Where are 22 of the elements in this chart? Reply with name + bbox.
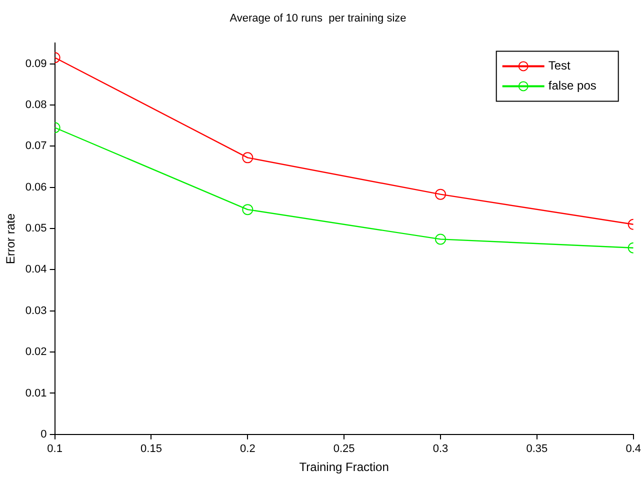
x-tick-label: 0.1 xyxy=(47,443,62,456)
x-tick-label: 0.2 xyxy=(240,443,256,456)
y-axis-title: Error rate xyxy=(4,213,18,264)
x-tick-label: 0.15 xyxy=(140,443,162,456)
y-tick-label: 0.09 xyxy=(25,58,47,70)
x-tick-label: 0.25 xyxy=(333,443,355,456)
legend-label: Test xyxy=(548,58,572,73)
y-tick-label: 0.08 xyxy=(25,99,47,111)
y-tick-label: 0 xyxy=(40,428,47,440)
chart-title: Average of 10 runs per training size xyxy=(230,12,406,25)
x-tick-label: 0.35 xyxy=(526,443,548,456)
y-tick-label: 0.02 xyxy=(25,346,47,358)
x-tick-label: 0.3 xyxy=(432,443,448,456)
y-tick-label: 0.04 xyxy=(25,264,47,276)
legend-label: false pos xyxy=(548,78,596,93)
y-tick-label: 0.06 xyxy=(25,181,47,194)
y-tick-label: 0.03 xyxy=(25,304,47,317)
y-tick-label: 0.05 xyxy=(25,222,47,235)
y-tick-label: 0.07 xyxy=(25,140,47,152)
y-tick-label: 0.01 xyxy=(25,387,47,400)
x-tick-label: 0.4 xyxy=(626,443,642,456)
x-axis-title: Training Fraction xyxy=(299,460,389,474)
